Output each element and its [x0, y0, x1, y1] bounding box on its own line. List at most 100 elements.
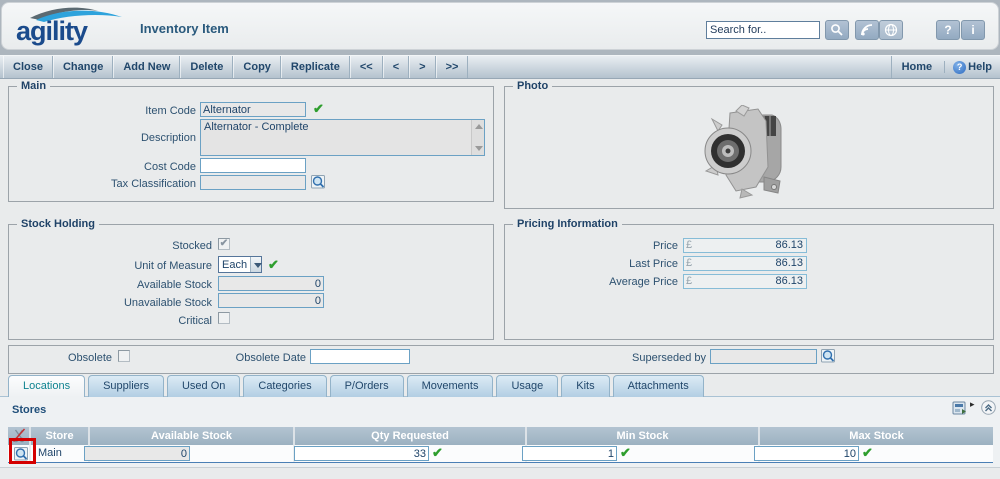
- next-record-button[interactable]: >: [409, 56, 436, 78]
- valid-check-icon: ✔: [620, 445, 631, 460]
- export-icon[interactable]: [952, 400, 968, 416]
- last-record-button[interactable]: >>: [435, 56, 469, 78]
- obsolete-date-input[interactable]: [310, 349, 410, 364]
- item-code-label: Item Code: [145, 105, 196, 117]
- column-header-max-stock: Max Stock: [849, 430, 904, 442]
- close-button[interactable]: Close: [3, 56, 53, 78]
- collapse-panel-icon[interactable]: [981, 400, 996, 415]
- stocked-checkbox[interactable]: ✔: [218, 238, 230, 250]
- scroll-up-icon[interactable]: [475, 124, 483, 129]
- obsolete-checkbox[interactable]: [118, 350, 130, 362]
- grid-bottom-line: [8, 462, 993, 463]
- rss-icon: [861, 24, 873, 36]
- prev-record-button[interactable]: <: [382, 56, 410, 78]
- tab-attachments[interactable]: Attachments: [612, 375, 704, 397]
- unit-of-measure-select[interactable]: Each: [218, 256, 262, 273]
- photo-groupbox: Photo: [504, 80, 994, 209]
- superseded-lookup-icon[interactable]: [820, 348, 836, 364]
- valid-check-icon: ✔: [862, 445, 873, 460]
- tab-p-orders[interactable]: P/Orders: [329, 375, 404, 397]
- first-record-button[interactable]: <<: [349, 56, 383, 78]
- critical-checkbox[interactable]: [218, 312, 230, 324]
- help-link[interactable]: Help: [968, 61, 992, 73]
- delete-button[interactable]: Delete: [180, 56, 234, 78]
- main-legend: Main: [17, 80, 51, 92]
- agility-logo: agility: [14, 3, 134, 51]
- search-icon: [831, 24, 843, 36]
- stocked-label: Stocked: [172, 240, 212, 252]
- description-scrollbar[interactable]: [471, 120, 484, 155]
- column-header-store: Store: [31, 427, 90, 445]
- tab-kits[interactable]: Kits: [561, 375, 610, 397]
- home-button[interactable]: Home: [902, 61, 946, 73]
- stock-holding-legend: Stock Holding: [17, 218, 99, 230]
- copy-button[interactable]: Copy: [233, 56, 281, 78]
- row-max-stock-input[interactable]: [754, 446, 859, 461]
- search-input[interactable]: [706, 21, 820, 39]
- column-header-qty-requested: Qty Requested: [295, 427, 527, 445]
- item-code-input[interactable]: [200, 102, 306, 117]
- row-detail-lookup-icon[interactable]: [13, 446, 29, 462]
- tab-usage[interactable]: Usage: [496, 375, 559, 397]
- select-arrow-icon[interactable]: [250, 257, 262, 272]
- available-stock-label: Available Stock: [136, 279, 212, 291]
- rss-button[interactable]: [855, 20, 879, 40]
- stock-holding-groupbox: Stock Holding: [8, 218, 494, 340]
- globe-button[interactable]: [879, 20, 903, 40]
- help-button[interactable]: ?: [936, 20, 960, 40]
- tab-used-on[interactable]: Used On: [166, 375, 241, 397]
- replicate-button[interactable]: Replicate: [280, 56, 350, 78]
- currency-symbol: £: [686, 275, 693, 287]
- superseded-by-input[interactable]: [710, 349, 817, 364]
- tax-lookup-icon[interactable]: [310, 174, 326, 190]
- checkbox-check-icon: ✔: [219, 238, 229, 249]
- tab-movements[interactable]: Movements: [406, 375, 494, 397]
- cost-code-label: Cost Code: [144, 161, 196, 173]
- info-button[interactable]: i: [961, 20, 985, 40]
- tab-strip: Locations Suppliers Used On Categories P…: [8, 375, 704, 397]
- obsolete-bar: [8, 345, 994, 374]
- cost-code-input[interactable]: [200, 158, 306, 173]
- globe-icon: [884, 23, 898, 37]
- photo-legend: Photo: [513, 80, 553, 92]
- row-store-value: Main: [38, 447, 62, 459]
- average-price-value: 86.13: [775, 275, 803, 287]
- logo-text: agility: [16, 16, 88, 46]
- last-price-field[interactable]: £ 86.13: [683, 256, 807, 271]
- row-qty-requested-input[interactable]: [294, 446, 429, 461]
- price-field[interactable]: £ 86.13: [683, 238, 807, 253]
- row-min-stock-input[interactable]: [522, 446, 617, 461]
- add-new-button[interactable]: Add New: [113, 56, 181, 78]
- info-icon: i: [971, 23, 975, 37]
- tax-classification-input[interactable]: [200, 175, 306, 190]
- pricing-groupbox: Pricing Information: [504, 218, 994, 340]
- currency-symbol: £: [686, 257, 693, 269]
- valid-check-icon: ✔: [268, 257, 279, 272]
- column-header-available-stock: Available Stock: [90, 427, 295, 445]
- average-price-label: Average Price: [609, 276, 678, 288]
- price-value: 86.13: [775, 239, 803, 251]
- help-circle-icon: ?: [953, 60, 967, 74]
- available-stock-input[interactable]: [218, 276, 324, 291]
- tab-locations[interactable]: Locations: [8, 375, 86, 397]
- critical-label: Critical: [178, 315, 212, 327]
- panel-menu-arrow-icon[interactable]: ▸: [970, 399, 975, 409]
- unavailable-stock-input[interactable]: [218, 293, 324, 308]
- tab-suppliers[interactable]: Suppliers: [88, 375, 164, 397]
- toolbar-right: Home ? Help: [890, 56, 1000, 78]
- tab-categories[interactable]: Categories: [243, 375, 327, 397]
- change-button[interactable]: Change: [52, 56, 114, 78]
- pricing-legend: Pricing Information: [513, 218, 622, 230]
- main-groupbox: Main: [8, 80, 494, 202]
- unit-of-measure-value: Each: [222, 259, 248, 271]
- average-price-field[interactable]: £ 86.13: [683, 274, 807, 289]
- locations-panel: Stores ▸ Store Availa: [0, 397, 1000, 468]
- description-textarea[interactable]: Alternator - Complete: [200, 119, 485, 156]
- search-go-button[interactable]: [825, 20, 849, 40]
- logo-swoosh-icon: [30, 7, 122, 22]
- row-available-stock-input[interactable]: [84, 446, 190, 461]
- toolbar: Close Change Add New Delete Copy Replica…: [0, 55, 1000, 79]
- scroll-down-icon[interactable]: [475, 146, 483, 151]
- masthead: agility Inventory Item ?: [0, 0, 1000, 55]
